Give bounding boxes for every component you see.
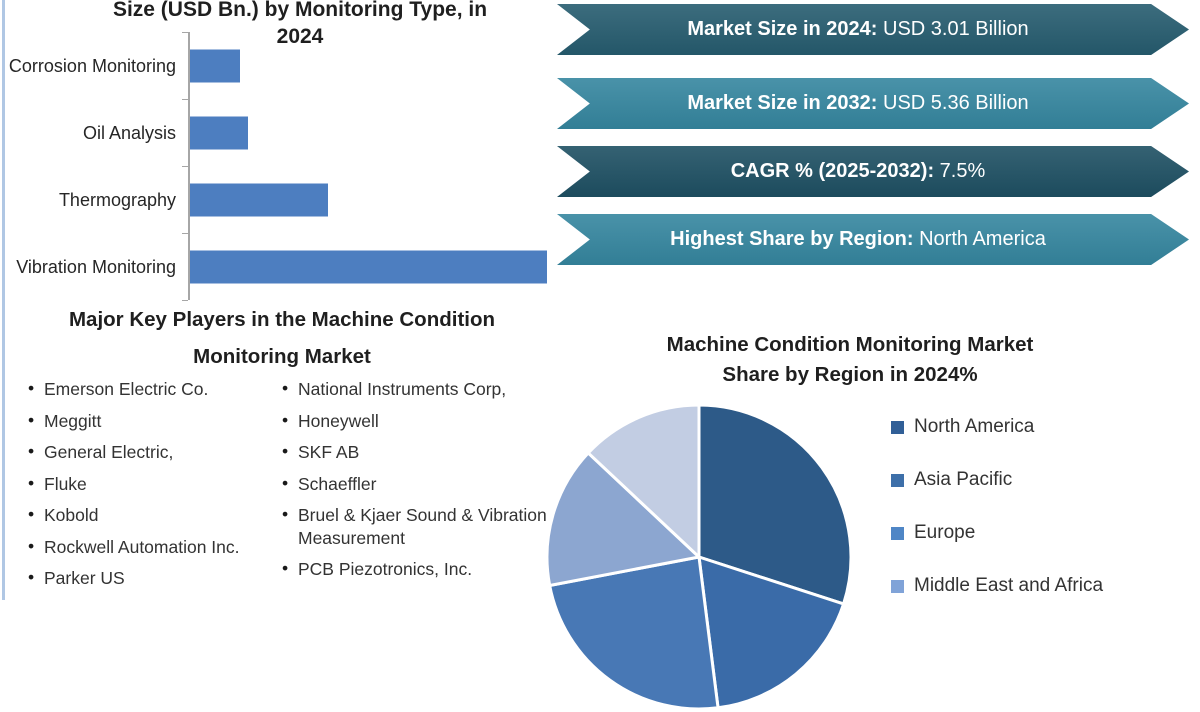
bar-chart-title: Size (USD Bn.) by Monitoring Type, in 20… xyxy=(55,0,545,50)
bar-track xyxy=(188,233,552,300)
legend-label: Europe xyxy=(914,522,976,543)
pie-slice xyxy=(697,403,853,606)
bar-track xyxy=(188,32,552,99)
bar-row: Vibration Monitoring xyxy=(0,233,552,300)
key-player-item: Meggitt xyxy=(28,409,282,433)
key-player-item: Schaeffler xyxy=(282,472,560,496)
pie-legend: North America Asia Pacific Europe Middle Ea… xyxy=(891,416,1103,597)
stat-banner: Highest Share by Region: North America xyxy=(557,214,1189,265)
page-border-left xyxy=(2,0,5,600)
key-player-item: Kobold xyxy=(28,503,282,527)
key-player-item: Bruel & Kjaer Sound & Vibration Measurem… xyxy=(282,503,560,549)
key-player-item: Rockwell Automation Inc. xyxy=(28,535,282,559)
bar xyxy=(188,49,240,82)
key-player-item: Emerson Electric Co. xyxy=(28,377,282,401)
pie-slice xyxy=(586,403,701,561)
bar xyxy=(188,250,547,283)
axis-tick xyxy=(182,32,188,33)
bar-chart-title-line1: Size (USD Bn.) by Monitoring Type, in xyxy=(112,0,488,21)
bar-row: Oil Analysis xyxy=(0,99,552,166)
legend-item: Asia Pacific xyxy=(891,469,1103,491)
key-player-item: General Electric, xyxy=(28,440,282,464)
bar-category-label: Oil Analysis xyxy=(82,122,176,143)
bar-track xyxy=(188,166,552,233)
key-players-heading-line1: Major Key Players in the Machine Conditi… xyxy=(68,308,496,331)
bar-row: Corrosion Monitoring xyxy=(0,32,552,99)
stat-banner-text: Market Size in 2024: USD 3.01 Billion xyxy=(687,18,1029,40)
stat-banner-text: CAGR % (2025-2032): 7.5% xyxy=(730,160,986,182)
legend-label: Asia Pacific xyxy=(914,469,1013,490)
bar-chart-title-line2: 2024 xyxy=(276,25,324,48)
key-player-item: Honeywell xyxy=(282,409,560,433)
legend-item: Middle East and Africa xyxy=(891,575,1103,597)
infographic: { "frame": { "left_border_color": "#b0c7… xyxy=(0,0,1200,600)
legend-marker xyxy=(891,420,904,434)
legend-label: North America xyxy=(914,416,1035,437)
pie-chart-title-line1: Machine Condition Monitoring Market xyxy=(666,333,1034,356)
bar-chart-axis-line xyxy=(188,32,190,300)
stat-banner: Market Size in 2024: USD 3.01 Billion xyxy=(557,4,1189,55)
legend-item: North America xyxy=(891,416,1103,438)
bar-category-label: Corrosion Monitoring xyxy=(8,55,176,76)
legend-marker xyxy=(891,526,904,540)
bar-row: Thermography xyxy=(0,166,552,233)
key-players-column: National Instruments Corp, Honeywell SKF A… xyxy=(282,377,560,599)
bar xyxy=(188,183,329,216)
legend-marker xyxy=(891,473,904,487)
bar-category-label: Thermography xyxy=(58,189,176,210)
axis-tick xyxy=(182,300,188,301)
key-player-item: Parker US xyxy=(28,566,282,590)
key-player-item: PCB Piezotronics, Inc. xyxy=(282,557,560,581)
key-players-heading-line2: Monitoring Market xyxy=(193,345,371,368)
legend-item: Europe xyxy=(891,522,1103,544)
bar-chart: Corrosion Monitoring Oil Analysis Thermogr… xyxy=(0,32,552,301)
legend-marker xyxy=(891,579,904,593)
pie-slice xyxy=(545,450,703,588)
stat-banner: Market Size in 2032: USD 5.36 Billion xyxy=(557,78,1189,129)
stat-banner-text: Highest Share by Region: North America xyxy=(670,228,1046,250)
key-player-item: Fluke xyxy=(28,472,282,496)
key-players-column: Emerson Electric Co. Meggitt General Elect… xyxy=(28,377,282,599)
bar-rows: Corrosion Monitoring Oil Analysis Thermogr… xyxy=(0,32,552,300)
stat-banner: CAGR % (2025-2032): 7.5% xyxy=(557,146,1189,197)
key-player-item: National Instruments Corp, xyxy=(282,377,560,401)
pie-chart-title: Machine Condition Monitoring Market Shar… xyxy=(590,330,1110,390)
banner-stack: Market Size in 2024: USD 3.01 Billion Mar… xyxy=(557,0,1189,275)
axis-tick xyxy=(182,166,188,167)
pie-chart-title-line2: Share by Region in 2024% xyxy=(722,363,978,386)
bar-track xyxy=(188,99,552,166)
axis-tick xyxy=(182,99,188,100)
bar xyxy=(188,116,248,149)
legend-label: Middle East and Africa xyxy=(914,575,1104,596)
pie-chart xyxy=(545,403,853,711)
key-players-heading: Major Key Players in the Machine Conditi… xyxy=(8,301,556,375)
bar-category-label: Vibration Monitoring xyxy=(16,256,176,277)
key-players-list: Emerson Electric Co. Meggitt General Elect… xyxy=(28,377,560,599)
stat-banner-text: Market Size in 2032: USD 5.36 Billion xyxy=(687,92,1029,114)
axis-tick xyxy=(182,233,188,234)
key-player-item: SKF AB xyxy=(282,440,560,464)
